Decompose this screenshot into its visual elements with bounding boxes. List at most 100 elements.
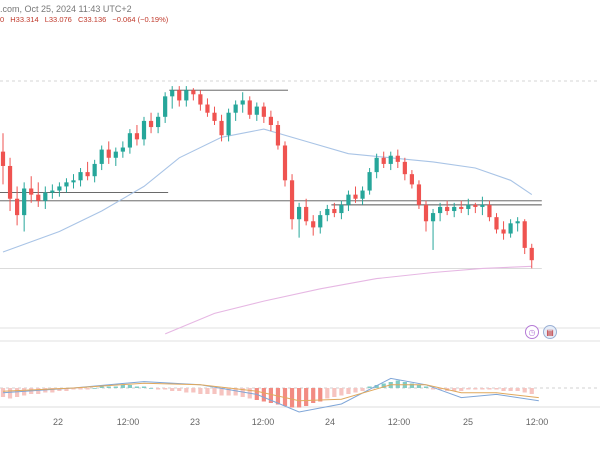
candle-body [71, 180, 76, 183]
ma-slow-line [164, 265, 532, 335]
candle-body [29, 188, 34, 195]
candle-body [297, 206, 302, 220]
macd-histogram-bar [141, 386, 147, 388]
candle-body [120, 147, 125, 152]
candle-body [374, 157, 379, 173]
macd-histogram-bar [261, 388, 266, 402]
macd-histogram-bar [466, 388, 471, 390]
macd-histogram-bar [423, 386, 429, 388]
high-value: H33.314 [10, 15, 39, 24]
macd-histogram-bar [156, 388, 161, 390]
candle-body [332, 208, 337, 214]
candles [0, 86, 534, 269]
candle-body [402, 161, 407, 175]
macd-histogram-bar [395, 380, 400, 388]
candle-body [43, 192, 48, 201]
macd-histogram-bar [163, 388, 168, 390]
candle-body [381, 157, 386, 164]
macd-histogram-bar [134, 386, 140, 388]
macd-histogram-bar [226, 388, 231, 396]
candle-body [360, 190, 365, 199]
macd-histogram-bar [148, 388, 154, 389]
candle-body [240, 100, 245, 105]
candle-body [367, 172, 372, 191]
time-axis-label: 12:00 [117, 417, 140, 427]
macd-histogram-bar [353, 388, 358, 393]
candle-body [177, 90, 182, 101]
macd-histogram-bar [177, 388, 182, 391]
candle-body [226, 112, 231, 136]
source-label: .com, Oct 25, 2024 11:43 UTC+2 [0, 4, 132, 14]
macd-histogram-bar [92, 388, 97, 389]
time-axis-label: 24 [325, 417, 335, 427]
candle-body [416, 184, 422, 205]
time-axis-label: 22 [53, 417, 63, 427]
time-axis-label: 12:00 [388, 417, 411, 427]
candle-body [92, 163, 97, 177]
candle-body [170, 90, 175, 97]
macd-histogram-bar [501, 388, 506, 391]
candle-body [85, 172, 90, 177]
candle-body [205, 104, 210, 113]
candle-body [212, 112, 217, 121]
macd-histogram-bar [170, 388, 175, 391]
macd-histogram-bar [360, 388, 365, 391]
macd-histogram-bar [367, 386, 372, 388]
macd-histogram-bar [381, 383, 386, 388]
candle-body [148, 120, 154, 128]
macd-histogram-bar [85, 388, 90, 390]
macd-histogram-bar [438, 388, 443, 390]
candle-body [438, 206, 443, 214]
macd-histogram-bar [522, 388, 527, 393]
candle-body [395, 155, 400, 162]
candle-body [515, 221, 520, 224]
candle-body [289, 180, 295, 220]
candle-body [522, 221, 527, 248]
candle-body [487, 204, 492, 218]
candle-body [57, 186, 62, 191]
moving-averages [2, 128, 533, 335]
candle-body [233, 104, 238, 113]
candle-body [141, 120, 147, 140]
time-axis-label: 12:00 [252, 417, 275, 427]
candle-body [388, 155, 393, 164]
candle-body [282, 145, 288, 181]
us-flag-icon[interactable]: ▤ [543, 325, 557, 339]
candle-body [304, 206, 309, 222]
macd-histogram-bar [297, 388, 302, 408]
macd-histogram-bar [268, 388, 273, 403]
open-value: 0 [0, 15, 5, 24]
macd-histogram-bar [106, 386, 111, 388]
macd-histogram-bar [219, 388, 224, 396]
macd-histogram-bar [529, 388, 534, 394]
macd-pane [0, 377, 539, 413]
candle-body [254, 106, 259, 115]
candle-body [50, 190, 55, 193]
macd-line [2, 377, 539, 413]
macd-histogram-bar [409, 383, 414, 388]
low-value: L33.076 [44, 15, 72, 24]
macd-histogram-bar [459, 388, 464, 391]
macd-histogram-bar [339, 388, 344, 396]
clock-event-icon[interactable]: ◷ [525, 325, 539, 339]
time-axis-label: 23 [190, 417, 200, 427]
time-axis-label: 25 [463, 417, 473, 427]
macd-histogram-bar [64, 388, 69, 391]
close-value: C33.136 [77, 15, 107, 24]
macd-histogram-bar [7, 388, 13, 399]
candle-body [480, 204, 485, 207]
ma-fast-line [2, 128, 533, 253]
candle-body [494, 217, 499, 230]
macd-histogram-bar [198, 388, 203, 394]
macd-histogram-bar [304, 388, 309, 406]
candle-body [7, 165, 13, 199]
macd-histogram-bar [494, 388, 499, 390]
candle-body [325, 208, 330, 216]
candle-body [501, 229, 506, 234]
candle-body [134, 133, 140, 140]
candle-body [64, 182, 69, 187]
candle-body [99, 149, 104, 164]
chart-header: .com, Oct 25, 2024 11:43 UTC+2 0 H33.314… [0, 0, 600, 26]
